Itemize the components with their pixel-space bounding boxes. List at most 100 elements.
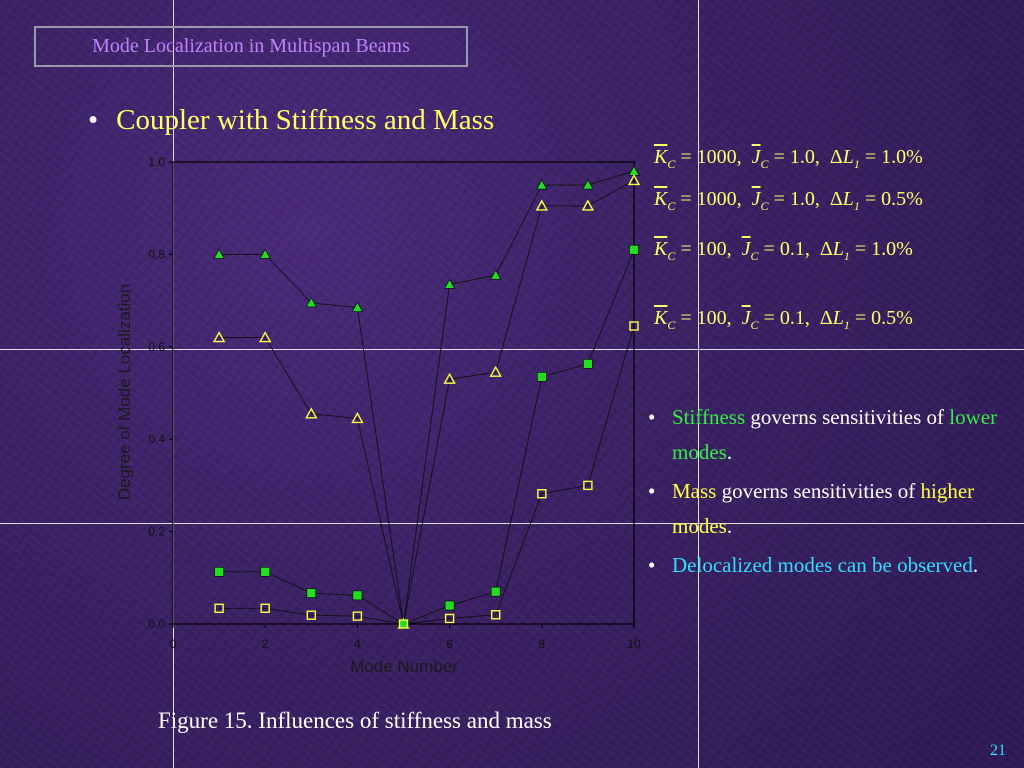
guide-line bbox=[0, 523, 1024, 524]
data-point-triangle bbox=[444, 278, 456, 289]
guide-line bbox=[698, 0, 699, 768]
y-tick-label: 0.4 bbox=[148, 432, 165, 446]
x-tick-label: 2 bbox=[262, 637, 269, 651]
bullet-fragment: lower modes bbox=[672, 405, 998, 464]
data-point-triangle bbox=[536, 179, 548, 190]
data-point-square bbox=[490, 586, 501, 597]
data-point-open-triangle bbox=[212, 331, 226, 343]
legend-k-value: 100, bbox=[696, 238, 732, 260]
legend-j-value: 1.0, bbox=[789, 188, 820, 210]
bullet-fragment: higher modes bbox=[672, 479, 975, 538]
side-bullet: • Stiffness governs sensitivities of low… bbox=[648, 400, 1018, 470]
data-point-open-triangle bbox=[489, 365, 502, 377]
bullet-dot: • bbox=[648, 553, 656, 577]
data-point-open-square bbox=[583, 480, 593, 491]
data-point-square bbox=[260, 566, 271, 577]
x-tick-label: 0 bbox=[170, 637, 177, 651]
data-point-square bbox=[214, 566, 224, 577]
bullet-fragment: Delocalized modes can be observed bbox=[672, 553, 973, 577]
y-axis-label: Degree of Mode Localization bbox=[115, 284, 134, 500]
data-point-square bbox=[629, 244, 639, 255]
x-tick-label: 4 bbox=[354, 637, 361, 651]
data-point-open-triangle bbox=[535, 199, 548, 211]
side-bullet-list: • Stiffness governs sensitivities of low… bbox=[648, 400, 1018, 587]
bullet-dot: • bbox=[88, 104, 99, 136]
data-point-open-triangle bbox=[351, 411, 364, 424]
data-point-open-square bbox=[214, 603, 224, 613]
bullet-fragment: . bbox=[726, 440, 733, 464]
data-point-square bbox=[583, 359, 593, 369]
data-point-open-triangle bbox=[259, 331, 272, 343]
guide-line bbox=[0, 349, 1024, 350]
legend-l-value: 0.5% bbox=[881, 188, 923, 210]
x-tick-label: 10 bbox=[627, 637, 641, 651]
bullet-fragment: governs sensitivities of bbox=[745, 405, 950, 429]
slide-title: Mode Localization in Multispan Beams bbox=[34, 26, 468, 67]
data-point-triangle bbox=[628, 165, 640, 176]
side-bullet-text: Stiffness governs sensitivities of lower… bbox=[672, 400, 1018, 470]
legend-l-value: 0.5% bbox=[871, 307, 913, 329]
data-point-open-square bbox=[537, 489, 547, 499]
series-line bbox=[219, 180, 635, 625]
side-bullet: • Delocalized modes can be observed. bbox=[648, 548, 1018, 583]
data-point-square bbox=[444, 600, 455, 611]
main-bullet: • Coupler with Stiffness and Mass bbox=[88, 104, 494, 137]
side-bullet: • Mass governs sensitivities of higher m… bbox=[648, 474, 1018, 544]
figure-caption: Figure 15. Influences of stiffness and m… bbox=[158, 708, 552, 733]
legend-k-value: 100, bbox=[696, 307, 732, 329]
y-tick-label: 0.2 bbox=[148, 525, 165, 539]
data-point-open-square bbox=[444, 613, 455, 624]
series-line bbox=[219, 170, 635, 625]
y-tick-label: 0.8 bbox=[148, 247, 165, 261]
data-point-open-square bbox=[260, 603, 270, 613]
data-point-open-square bbox=[398, 619, 409, 629]
y-tick-label: 0.6 bbox=[148, 340, 165, 354]
bullet-fragment: Stiffness bbox=[672, 405, 746, 429]
y-tick-label: 0.0 bbox=[148, 617, 165, 631]
data-point-square bbox=[536, 372, 547, 382]
legend-j-value: 1.0, bbox=[789, 146, 820, 168]
data-point-triangle bbox=[582, 179, 594, 190]
data-point-triangle bbox=[259, 248, 271, 259]
data-point-triangle bbox=[490, 269, 502, 280]
legend-entry-4: KC = 100, JC = 0.1, ΔL1 = 0.5% bbox=[654, 307, 913, 332]
legend-k-value: 1000, bbox=[696, 146, 742, 168]
data-point-square bbox=[398, 619, 409, 629]
data-point-open-square bbox=[306, 610, 316, 620]
data-point-square bbox=[352, 590, 363, 601]
legend-k-value: 1000, bbox=[696, 188, 742, 210]
legend-j-value: 0.1, bbox=[779, 307, 810, 329]
bullet-fragment: . bbox=[726, 514, 733, 538]
data-point-triangle bbox=[213, 248, 225, 259]
side-bullet-text: Delocalized modes can be observed. bbox=[672, 548, 978, 583]
series-lines bbox=[219, 170, 635, 625]
bullet-dot: • bbox=[648, 479, 656, 503]
data-point-open-triangle bbox=[443, 372, 456, 384]
chart-axes: 0.0 0.2 0.4 0.6 0.8 1.0 0 2 4 6 8 10 bbox=[148, 155, 641, 651]
x-tick-label: 8 bbox=[538, 637, 545, 651]
legend-entry-2: KC = 1000, JC = 1.0, ΔL1 = 0.5% bbox=[654, 188, 923, 213]
legend-l-value: 1.0% bbox=[881, 146, 923, 168]
side-bullet-text: Mass governs sensitivities of higher mod… bbox=[672, 474, 1018, 544]
data-point-open-square bbox=[352, 611, 363, 621]
series-line bbox=[219, 249, 635, 625]
legend-entry-1: KC = 1000, JC = 1.0, ΔL1 = 1.0% bbox=[654, 146, 923, 171]
main-bullet-text: Coupler with Stiffness and Mass bbox=[116, 104, 495, 136]
bullet-dot: • bbox=[648, 405, 656, 429]
plot-frame bbox=[172, 161, 635, 625]
page-number: 21 bbox=[990, 742, 1006, 759]
legend-l-value: 1.0% bbox=[871, 238, 913, 260]
x-tick-label: 6 bbox=[446, 637, 453, 651]
data-point-open-triangle bbox=[627, 174, 641, 186]
series-markers bbox=[212, 165, 641, 629]
data-point-square bbox=[306, 588, 317, 598]
y-tick-label: 1.0 bbox=[148, 155, 165, 169]
bullet-fragment: governs sensitivities of bbox=[716, 479, 921, 503]
data-point-open-square bbox=[491, 610, 501, 620]
data-point-triangle bbox=[351, 301, 363, 312]
series-line bbox=[219, 325, 635, 625]
data-point-open-triangle bbox=[305, 407, 318, 419]
legend-entry-3: KC = 100, JC = 0.1, ΔL1 = 1.0% bbox=[654, 238, 913, 263]
bullet-fragment: Mass bbox=[672, 479, 717, 503]
